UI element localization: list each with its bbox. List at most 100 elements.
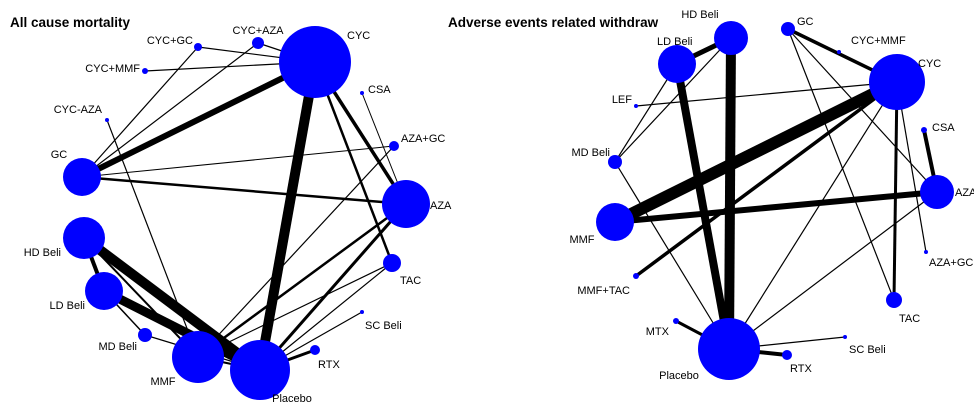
node-label-mtx: MTX — [646, 326, 670, 338]
node-label-hd-beli: HD Beli — [24, 247, 61, 259]
node-aza — [382, 180, 430, 228]
node-lef — [634, 104, 638, 108]
node-label-sc-beli: SC Beli — [849, 344, 886, 356]
edge-ld-beli-md-beli — [614, 63, 678, 163]
edge-aza-placebo — [728, 191, 938, 350]
node-sc-beli — [360, 310, 364, 314]
node-mmf — [172, 331, 224, 383]
node-label-hd-beli: HD Beli — [681, 9, 718, 21]
edge-gc-aza-plus-gc — [81, 145, 395, 178]
node-label-tac: TAC — [899, 313, 920, 325]
edge-cyc-aza-plus-gc — [896, 81, 927, 253]
node-mtx — [673, 318, 679, 324]
node-label-gc: GC — [797, 16, 814, 28]
node-rtx — [310, 345, 320, 355]
labels-right: HD Beli GC LD Beli CYC+MMF CYC LEF CSA MD Beli A… — [569, 9, 974, 382]
edge-cyc-mmf — [612, 76, 900, 228]
panel-all-cause-mortality: All cause mortality CYC CYC+AZA CYC+GC CYC+… — [10, 15, 452, 404]
node-label-placebo: Placebo — [659, 370, 699, 382]
node-aza-plus-gc — [924, 250, 928, 254]
node-tac — [886, 292, 902, 308]
panel-title-right: Adverse events related withdraw — [448, 15, 659, 30]
node-label-gc: GC — [51, 149, 68, 161]
node-label-ld-beli: LD Beli — [50, 300, 85, 312]
edge-md-beli-placebo — [614, 161, 730, 350]
node-cyc — [279, 26, 351, 98]
node-label-cyc-plus-mmf: CYC+MMF — [851, 35, 906, 47]
node-aza-plus-gc — [389, 141, 399, 151]
edge-cyc-tac — [892, 81, 899, 301]
edge-gc-aza — [81, 175, 407, 206]
node-label-tac: TAC — [400, 275, 421, 287]
node-label-cyc-aza: CYC-AZA — [54, 104, 103, 116]
node-label-md-beli: MD Beli — [571, 147, 610, 159]
node-label-cyc-plus-aza: CYC+AZA — [232, 25, 284, 37]
edge-lef-cyc — [635, 81, 898, 107]
panel-adverse-events: Adverse events related withdraw HD Beli G… — [448, 9, 974, 382]
node-mmf-plus-tac — [633, 273, 639, 279]
node-cyc-plus-mmf — [837, 50, 841, 54]
node-gc — [781, 22, 795, 36]
node-hd-beli — [63, 217, 105, 259]
node-label-csa: CSA — [368, 84, 391, 96]
edges-left — [80, 42, 408, 375]
node-ld-beli — [658, 45, 696, 83]
edge-mmf-aza — [614, 189, 938, 225]
node-label-rtx: RTX — [790, 363, 812, 375]
node-md-beli — [138, 328, 152, 342]
edge-cyc-plus-gc-gc — [81, 46, 199, 178]
edge-hd-beli-mmf — [83, 237, 199, 358]
node-label-lef: LEF — [612, 94, 632, 106]
node-label-aza-plus-gc: AZA+GC — [401, 133, 445, 145]
node-label-csa: CSA — [932, 122, 955, 134]
node-ld-beli — [85, 272, 123, 310]
node-label-mmf: MMF — [150, 376, 175, 388]
edge-hd-beli-placebo — [724, 37, 736, 350]
node-label-md-beli: MD Beli — [98, 341, 137, 353]
node-label-aza: AZA — [430, 200, 452, 212]
edge-cyc-plus-aza-gc — [81, 42, 259, 178]
node-gc — [63, 158, 101, 196]
node-rtx — [782, 350, 792, 360]
node-label-cyc: CYC — [347, 30, 370, 42]
node-sc-beli — [843, 335, 847, 339]
edge-placebo-aza — [258, 203, 408, 371]
nodes-left — [63, 26, 430, 400]
node-label-cyc-plus-gc: CYC+GC — [147, 35, 193, 47]
node-csa — [360, 91, 364, 95]
node-cyc — [869, 54, 925, 110]
node-placebo — [698, 318, 760, 380]
node-cyc-plus-mmf — [142, 68, 148, 74]
edge-mmf-aza — [197, 202, 407, 359]
node-label-sc-beli: SC Beli — [365, 320, 402, 332]
nodes-right — [596, 21, 954, 380]
node-label-mmf: MMF — [569, 234, 594, 246]
node-cyc-aza — [105, 118, 109, 122]
node-cyc-plus-aza — [252, 37, 264, 49]
node-label-cyc: CYC — [918, 58, 941, 70]
node-aza — [920, 175, 954, 209]
edge-mmf-aza-plus-gc — [197, 145, 395, 358]
edge-hd-beli-placebo — [81, 234, 263, 374]
edge-cyc-placebo — [255, 61, 320, 371]
node-hd-beli — [714, 21, 748, 55]
edge-hd-beli-md-beli — [614, 37, 732, 163]
edge-mmf-tac — [197, 262, 393, 358]
labels-left: CYC CYC+AZA CYC+GC CYC+MMF CYC-AZA GC HD Beli L… — [24, 25, 452, 404]
node-md-beli — [608, 155, 622, 169]
node-csa — [921, 127, 927, 133]
edge-cyc-gc — [80, 59, 317, 180]
edge-ld-beli-placebo — [673, 63, 733, 350]
node-label-ld-beli: LD Beli — [657, 36, 692, 48]
node-label-mmf-plus-tac: MMF+TAC — [577, 285, 630, 297]
node-mmf — [596, 203, 634, 241]
node-label-aza-plus-gc: AZA+GC — [929, 257, 973, 269]
node-label-cyc-plus-mmf: CYC+MMF — [85, 63, 140, 75]
edge-cyc-mmf-plus-tac — [634, 80, 899, 278]
node-label-placebo: Placebo — [272, 393, 312, 404]
edge-cyc-placebo — [728, 81, 898, 350]
node-cyc-plus-gc — [194, 43, 202, 51]
node-label-rtx: RTX — [318, 359, 340, 371]
panel-title-left: All cause mortality — [10, 15, 131, 30]
